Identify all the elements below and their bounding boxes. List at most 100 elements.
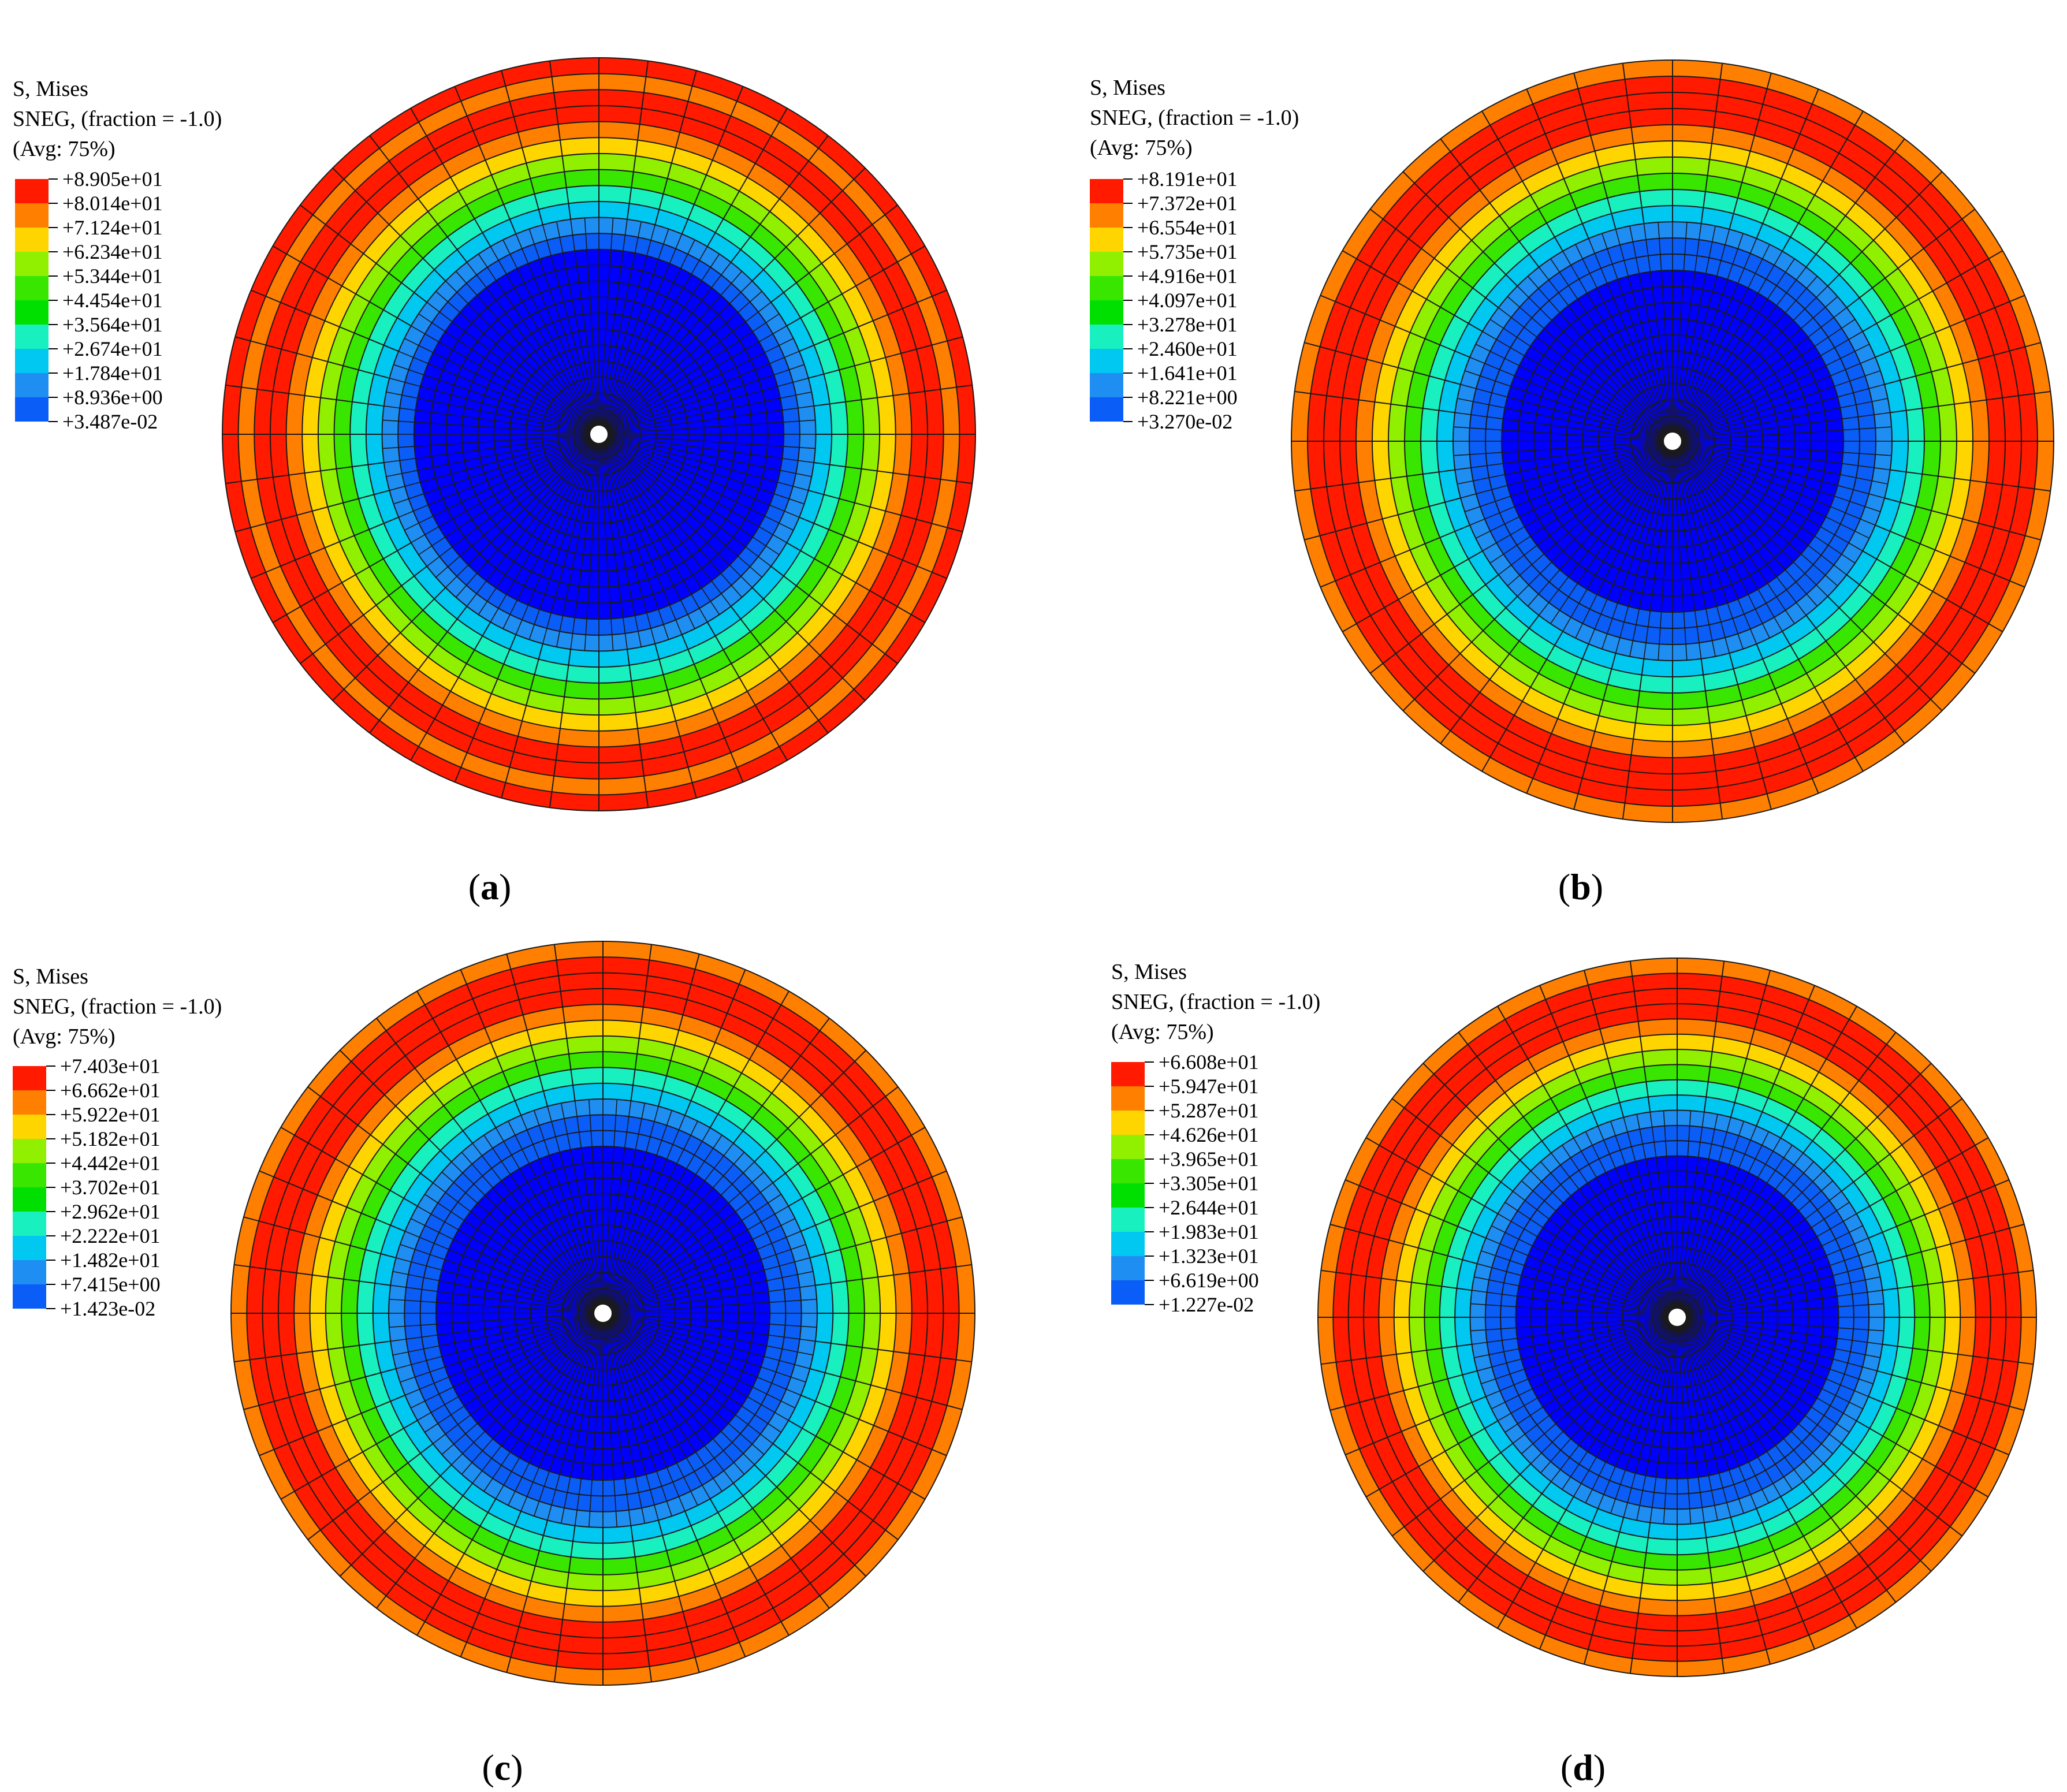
legend-tick-label: +5.947e+01 [1159, 1075, 1259, 1098]
mesh-spoke [502, 442, 595, 629]
legend-swatch [1090, 252, 1123, 276]
mesh-spoke [706, 107, 788, 247]
mesh-spoke [1679, 319, 1856, 437]
mesh-spoke [1675, 449, 1757, 644]
mesh-spoke [300, 565, 427, 664]
mesh-spoke [1477, 1319, 1669, 1372]
mesh-spoke [1422, 1463, 1532, 1572]
mesh-spoke [1458, 1481, 1552, 1603]
mesh-spoke [1507, 296, 1666, 436]
mesh-spoke [751, 167, 866, 282]
mesh-spoke [1856, 1420, 1989, 1497]
legend-tick-label: +8.014e+01 [62, 192, 163, 215]
mesh-spoke [1675, 238, 1757, 433]
mesh-spoke [608, 1152, 745, 1307]
legend-tick-label: +6.619e+00 [1159, 1269, 1259, 1292]
legend-tick [1123, 348, 1133, 349]
mesh-spoke [1472, 1290, 1669, 1317]
mesh-spoke [1802, 1481, 1897, 1603]
mesh-spoke [1517, 285, 1667, 435]
mesh-spoke [1573, 73, 1617, 230]
mesh-spoke [788, 1127, 926, 1207]
legend-tick [49, 397, 58, 398]
mesh-spoke [1481, 1320, 1669, 1385]
legend-swatch [1090, 373, 1123, 397]
mesh-spoke [1469, 444, 1664, 526]
legend-title: S, Mises [13, 964, 88, 989]
mesh-spoke [1457, 398, 1664, 440]
mesh-spoke [404, 1316, 595, 1396]
mesh-spoke [1729, 73, 1772, 230]
mesh-spoke [1674, 229, 1730, 433]
legend-swatch [1090, 276, 1123, 300]
mesh-spoke [393, 1271, 594, 1312]
mesh-spoke [1481, 110, 1563, 252]
mesh-spoke [814, 462, 973, 485]
mesh-grid [222, 57, 976, 811]
mesh-spoke [547, 1322, 601, 1521]
legend-tick-label: +8.905e+01 [62, 167, 163, 191]
legend-tick-label: +1.423e-02 [60, 1297, 156, 1320]
legend-swatch [1111, 1208, 1145, 1232]
mesh-spoke [490, 246, 595, 427]
mises-contour-plot [1317, 958, 2037, 1677]
center-hole [593, 1303, 613, 1323]
mesh-spoke [418, 313, 592, 430]
mesh-spoke [610, 1317, 789, 1421]
legend-header: S, Mises SNEG, (fraction = -1.0) (Avg: 7… [13, 74, 222, 164]
mesh-spoke [1663, 1111, 1677, 1309]
mesh-spoke [506, 1520, 548, 1673]
mesh-spoke [1679, 296, 1838, 436]
mesh-spoke [1539, 1508, 1599, 1650]
mesh-spoke [410, 1317, 595, 1409]
legend-swatch [1111, 1086, 1145, 1111]
mesh-spoke [1677, 1326, 1692, 1524]
mesh-spoke [1636, 1326, 1676, 1521]
legend-subtitle: SNEG, (fraction = -1.0) [1090, 106, 1299, 130]
mesh-spoke [1391, 1443, 1514, 1537]
legend-tick-label: +1.227e-02 [1159, 1293, 1254, 1316]
legend-swatch [15, 179, 49, 203]
mesh-spoke [570, 443, 598, 650]
mesh-spoke [234, 336, 390, 379]
mesh-spoke [612, 1314, 813, 1356]
mesh-spoke [1673, 450, 1688, 661]
legend-tick [46, 1114, 55, 1115]
mesh-spoke [602, 442, 695, 629]
mesh-spoke [393, 364, 591, 432]
mesh-spoke [608, 1135, 722, 1306]
mesh-spoke [1464, 370, 1664, 439]
mesh-spoke [608, 378, 809, 433]
mesh-spoke [1681, 444, 1876, 526]
mesh-spoke [610, 1194, 781, 1309]
mesh-spoke [251, 289, 399, 352]
mesh-spoke [1678, 1114, 1718, 1309]
mesh-spoke [400, 1244, 595, 1311]
mesh-spoke [508, 1321, 599, 1506]
mesh-spoke [1684, 1322, 1834, 1454]
panel-d: S, Mises SNEG, (fraction = -1.0) (Avg: 7… [1033, 896, 2066, 1791]
mesh-spoke [815, 1340, 972, 1363]
mesh-spoke [1602, 449, 1670, 650]
legend-tick [46, 1090, 55, 1091]
mesh-spoke [1675, 233, 1744, 433]
legend-avg: (Avg: 75%) [13, 137, 116, 161]
mesh-spoke [1678, 1326, 1705, 1523]
mesh-spoke [234, 490, 390, 532]
mesh-spoke [1530, 1323, 1671, 1465]
mesh-spoke [1562, 449, 1669, 632]
mesh-spoke [1482, 331, 1665, 437]
mesh-spoke [658, 1520, 700, 1673]
mesh-spoke [1884, 497, 2041, 541]
mesh-spoke [386, 435, 590, 478]
panel-b: S, Mises SNEG, (fraction = -1.0) (Avg: 7… [1033, 0, 2066, 907]
legend-tick [1145, 1061, 1154, 1063]
mesh-spoke [1304, 342, 1461, 385]
legend-tick [1145, 1280, 1154, 1281]
mesh-spoke [1685, 1238, 1869, 1314]
mesh-spoke [733, 1482, 830, 1609]
mesh-spoke [393, 437, 591, 505]
mesh-grid [1291, 59, 2054, 823]
mesh-spoke [418, 439, 592, 556]
mesh-spoke [1615, 450, 1671, 654]
